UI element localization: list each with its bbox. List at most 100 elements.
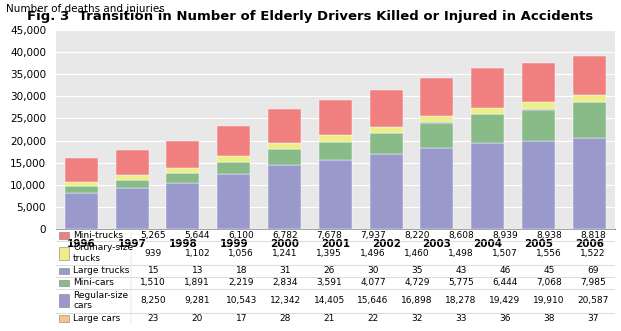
Text: Mini-trucks: Mini-trucks <box>73 231 123 240</box>
Text: 6,100: 6,100 <box>229 231 254 240</box>
Bar <box>58 232 69 239</box>
Bar <box>522 110 555 141</box>
Text: 6,782: 6,782 <box>273 231 298 240</box>
Text: Large cars: Large cars <box>73 314 120 323</box>
Bar <box>573 103 606 138</box>
Text: 35: 35 <box>411 266 423 275</box>
Bar <box>420 148 453 229</box>
Text: 37: 37 <box>587 314 599 323</box>
Text: 3,591: 3,591 <box>316 278 342 287</box>
Text: 1,496: 1,496 <box>360 249 386 258</box>
Text: 43: 43 <box>455 266 466 275</box>
Text: 22: 22 <box>368 314 379 323</box>
Text: 7,937: 7,937 <box>360 231 386 240</box>
Text: 69: 69 <box>587 266 599 275</box>
Bar <box>268 143 301 149</box>
Text: Large trucks: Large trucks <box>73 266 130 275</box>
Text: 1,241: 1,241 <box>273 249 298 258</box>
Text: 1,510: 1,510 <box>140 278 166 287</box>
Text: 38: 38 <box>543 314 555 323</box>
Bar <box>319 160 352 229</box>
Text: 23: 23 <box>148 314 159 323</box>
Bar <box>369 133 402 154</box>
Text: 8,220: 8,220 <box>404 231 430 240</box>
Bar <box>217 174 250 229</box>
Text: 45: 45 <box>543 266 555 275</box>
Bar <box>58 268 69 274</box>
Text: 1,522: 1,522 <box>580 249 605 258</box>
Text: 8,250: 8,250 <box>140 296 166 305</box>
Bar <box>268 109 301 143</box>
Text: 1,395: 1,395 <box>316 249 342 258</box>
Text: 2,834: 2,834 <box>273 278 298 287</box>
Text: 20: 20 <box>192 314 203 323</box>
Text: 8,608: 8,608 <box>448 231 474 240</box>
Text: 26: 26 <box>324 266 335 275</box>
Text: 1,056: 1,056 <box>229 249 254 258</box>
Bar <box>58 280 69 286</box>
Text: 18: 18 <box>235 266 247 275</box>
Text: 4,077: 4,077 <box>360 278 386 287</box>
Text: 2,219: 2,219 <box>229 278 254 287</box>
Text: 1,891: 1,891 <box>184 278 210 287</box>
Bar <box>573 56 606 95</box>
Text: 31: 31 <box>279 266 291 275</box>
Bar <box>420 116 453 122</box>
Bar <box>319 142 352 160</box>
Bar <box>522 141 555 229</box>
Text: 1,460: 1,460 <box>404 249 430 258</box>
Text: 46: 46 <box>499 266 510 275</box>
Bar <box>369 154 402 229</box>
Text: 8,938: 8,938 <box>536 231 562 240</box>
Text: 5,644: 5,644 <box>184 231 210 240</box>
Text: 4,729: 4,729 <box>404 278 430 287</box>
Text: 7,985: 7,985 <box>580 278 605 287</box>
Text: 10,543: 10,543 <box>225 296 257 305</box>
Text: 36: 36 <box>499 314 510 323</box>
Text: 28: 28 <box>279 314 291 323</box>
Bar <box>471 68 504 108</box>
Text: Number of deaths and injuries: Number of deaths and injuries <box>6 4 165 14</box>
Bar <box>58 315 69 322</box>
Text: Mini-cars: Mini-cars <box>73 278 114 287</box>
Text: 21: 21 <box>324 314 335 323</box>
Text: 19,910: 19,910 <box>533 296 564 305</box>
Text: 15,646: 15,646 <box>357 296 389 305</box>
Text: 5,775: 5,775 <box>448 278 474 287</box>
Bar <box>471 115 504 143</box>
Bar <box>217 162 250 174</box>
Text: Regular-size
cars: Regular-size cars <box>73 291 129 310</box>
Text: 8,939: 8,939 <box>492 231 518 240</box>
Bar <box>166 173 199 182</box>
Text: 32: 32 <box>411 314 423 323</box>
Text: 6,444: 6,444 <box>492 278 517 287</box>
Bar <box>319 135 352 142</box>
Text: 939: 939 <box>145 249 162 258</box>
Text: 15: 15 <box>148 266 159 275</box>
Text: 17: 17 <box>235 314 247 323</box>
Text: 30: 30 <box>367 266 379 275</box>
Text: 7,678: 7,678 <box>316 231 342 240</box>
Bar <box>573 95 606 102</box>
Text: 12,342: 12,342 <box>270 296 301 305</box>
Bar <box>58 247 69 260</box>
Bar <box>166 141 199 168</box>
Bar <box>420 77 453 116</box>
Bar <box>58 294 69 307</box>
Text: 5,265: 5,265 <box>140 231 166 240</box>
Text: 8,818: 8,818 <box>580 231 605 240</box>
Text: 19,429: 19,429 <box>489 296 520 305</box>
Bar <box>217 156 250 162</box>
Text: 1,507: 1,507 <box>492 249 518 258</box>
Bar <box>573 138 606 229</box>
Bar <box>522 102 555 109</box>
Text: 16,898: 16,898 <box>401 296 433 305</box>
Bar <box>268 166 301 229</box>
Bar <box>116 175 148 180</box>
Text: 1,556: 1,556 <box>536 249 562 258</box>
Bar <box>65 159 98 182</box>
Text: Fig. 3  Transition in Number of Elderly Drivers Killed or Injured in Accidents: Fig. 3 Transition in Number of Elderly D… <box>27 10 594 23</box>
Bar <box>65 193 98 229</box>
Text: 18,278: 18,278 <box>445 296 477 305</box>
Bar <box>420 122 453 148</box>
